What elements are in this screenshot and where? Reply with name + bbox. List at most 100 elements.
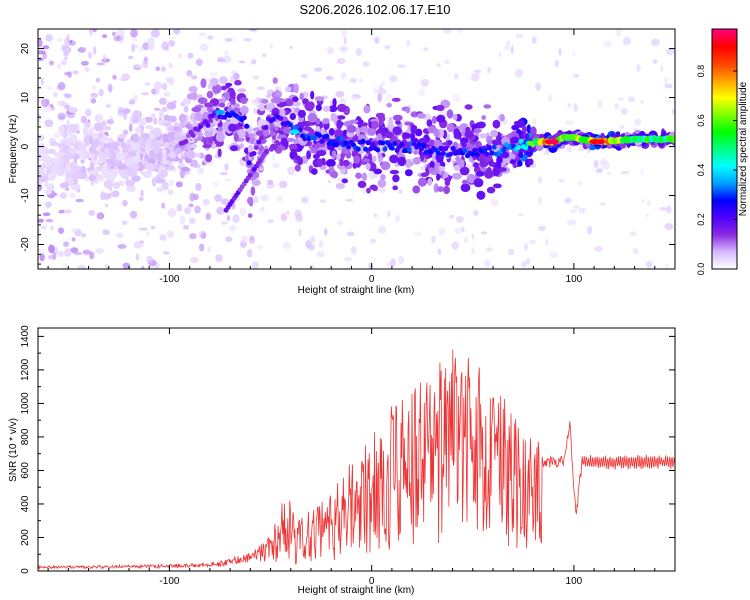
spectrogram-cell xyxy=(261,98,269,104)
spectrogram-cell xyxy=(70,161,78,167)
spectrogram-cell xyxy=(73,251,83,256)
spectrogram-cell xyxy=(207,83,213,90)
spectrogram-cell xyxy=(195,183,202,191)
spectrogram-cell xyxy=(299,92,304,100)
spectrogram-cell xyxy=(215,254,223,262)
spectrogram-cell xyxy=(510,136,520,144)
spectrogram-cell xyxy=(247,196,254,205)
spectrogram-cell xyxy=(191,160,198,168)
spectrogram-cell xyxy=(175,181,183,188)
spectrogram-cell xyxy=(515,33,524,39)
spectrogram-cell xyxy=(322,118,330,125)
spectrogram-cell xyxy=(199,243,205,252)
spectrogram-cell xyxy=(211,143,217,149)
spectrogram-cell xyxy=(260,194,270,202)
spectrogram-cell xyxy=(404,159,412,168)
spectrogram-cell xyxy=(379,84,383,91)
spectrogram-cell xyxy=(339,98,347,106)
spectrogram-cell xyxy=(502,136,508,142)
snr-y-tick-label: 600 xyxy=(20,462,31,479)
spectrogram-cell xyxy=(341,72,346,80)
spectrogram-cell xyxy=(169,151,177,159)
spectrogram-cell xyxy=(102,54,107,61)
spectrogram-cell xyxy=(355,47,362,57)
spectrogram-cell xyxy=(218,122,223,128)
spectrogram-cell xyxy=(137,161,144,172)
spectrogram-cell xyxy=(167,208,177,218)
spectrogram-cell xyxy=(640,100,645,104)
spectrogram-cell xyxy=(141,266,145,269)
spectrogram-cell xyxy=(518,151,524,159)
spectrogram-cell xyxy=(471,247,475,255)
spectrogram-cell xyxy=(447,140,453,146)
spectrogram-cell xyxy=(501,147,507,153)
spectrogram-cell xyxy=(453,73,459,80)
spectrogram-cell xyxy=(334,129,343,137)
spectrogram-cell xyxy=(635,64,641,73)
spectrogram-cell xyxy=(490,129,499,138)
spectrogram-cell xyxy=(360,138,366,144)
spectrogram-cell xyxy=(247,213,253,218)
spectrogram-cell xyxy=(175,147,182,155)
spectrogram-cell xyxy=(251,261,259,269)
spectrogram-cell xyxy=(155,66,161,72)
spectrogram-cell xyxy=(337,115,346,120)
spectrogram-cell xyxy=(217,58,226,63)
spectrogram-cell xyxy=(607,171,612,176)
snr-background xyxy=(38,328,675,571)
spectrogram-cell xyxy=(248,29,258,32)
spectrogram-cell xyxy=(524,243,528,251)
spectrogram-cell xyxy=(496,155,503,165)
spectrogram-cell xyxy=(132,133,139,143)
spectrogram-cell xyxy=(578,207,586,214)
spectrogram-cell xyxy=(646,199,651,207)
spectrogram-cell xyxy=(247,144,254,155)
spectrogram-cell xyxy=(529,239,536,245)
spectrogram-cell xyxy=(274,126,279,131)
spectrogram-cell xyxy=(260,206,265,212)
spectrogram-cell xyxy=(80,115,88,124)
spectrogram-cell xyxy=(80,233,87,238)
spectrogram-cell xyxy=(419,166,426,171)
spectrogram-cell xyxy=(342,129,348,137)
spectrogram-cell xyxy=(45,219,54,223)
spectrogram-cell xyxy=(85,108,92,117)
spectrogram-cell xyxy=(236,129,246,139)
spectrogram-cell xyxy=(167,189,174,196)
spectrogram-cell xyxy=(307,113,318,123)
spectrogram-cell xyxy=(289,113,296,120)
colorbar-tick-label: 0.0 xyxy=(696,263,706,276)
spectrogram-cell xyxy=(48,244,55,254)
spectrogram-cell xyxy=(374,36,380,44)
spectrogram-cell xyxy=(141,92,150,96)
spectrogram-cell xyxy=(484,259,491,268)
spectrogram-cell xyxy=(323,228,328,236)
spectrogram-cell xyxy=(601,161,611,170)
snr-x-tick-label: -100 xyxy=(159,576,179,587)
spectrogram-cell xyxy=(197,97,208,104)
spectrogram-cell xyxy=(452,113,458,121)
spectrogram-cell xyxy=(120,141,127,150)
chart-title: S206.2026.102.06.17.E10 xyxy=(299,2,451,17)
spectrogram-cell xyxy=(207,246,211,253)
spectrogram-cell xyxy=(101,120,107,126)
spectrogram-cell xyxy=(117,133,128,139)
spectrogram-cell xyxy=(158,169,168,179)
spectrogram-cell xyxy=(90,98,97,104)
spectrogram-cell xyxy=(250,186,256,196)
spectrogram-cell xyxy=(155,187,165,192)
spectrogram-cell xyxy=(75,230,82,237)
spectrogram-cell xyxy=(357,180,367,188)
spectrogram-cell xyxy=(71,147,78,155)
spectrogram-cell xyxy=(473,128,482,133)
spectrogram-cell xyxy=(202,119,208,124)
spectrogram-cell xyxy=(39,253,45,262)
spectrogram-cell xyxy=(258,103,266,112)
spectrogram-cell xyxy=(641,198,645,204)
spectrogram-cell xyxy=(127,55,134,60)
spectrogram-cell xyxy=(310,90,315,100)
spectrogram-cell xyxy=(518,138,524,144)
spectrogram-cell xyxy=(460,123,468,129)
spectrogram-cell xyxy=(217,126,223,132)
spectrogram-frame xyxy=(37,28,676,270)
